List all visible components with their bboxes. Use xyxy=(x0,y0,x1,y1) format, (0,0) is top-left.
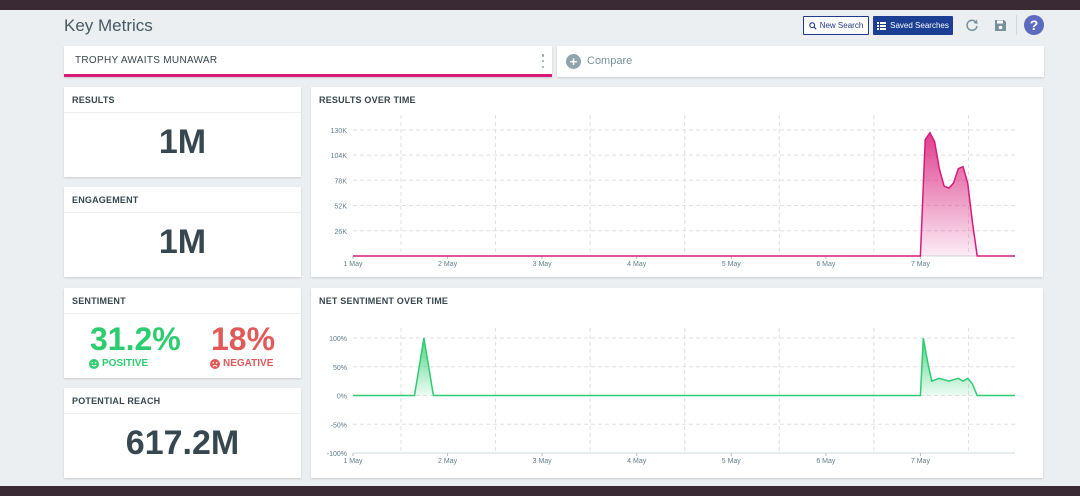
card-divider xyxy=(64,413,301,414)
x-tick-label: 5 May xyxy=(722,458,742,465)
list-icon xyxy=(877,21,887,30)
x-tick-label: 5 May xyxy=(722,261,742,268)
results-chart-title: RESULTS OVER TIME xyxy=(319,95,416,105)
positive-value: 31.2% xyxy=(90,321,181,357)
y-tick-label: -50% xyxy=(331,422,347,429)
series-line xyxy=(353,131,1015,257)
y-tick-label: 100% xyxy=(329,336,347,343)
x-tick-label: 4 May xyxy=(627,261,647,268)
net-sentiment-over-time-chart[interactable]: 100% 50% 0% -50% -100%1 May 2 May 3 May 4 May 5 … xyxy=(311,288,1043,478)
window-top-bar xyxy=(0,0,1080,10)
negative-label: NEGATIVE xyxy=(223,358,274,369)
x-tick-label: 6 May xyxy=(816,261,836,268)
engagement-value: 1M xyxy=(158,223,207,261)
window-bottom-bar xyxy=(0,486,1080,496)
negative-label-group: NEGATIVE xyxy=(210,358,273,369)
search-name: TROPHY AWAITS MUNAWAR xyxy=(75,55,218,66)
y-tick-label: 50% xyxy=(333,365,347,372)
sentiment-title: SENTIMENT xyxy=(72,296,126,306)
sentiment-chart-card: NET SENTIMENT OVER TIME 100% 50% 0% -50% -10… xyxy=(311,288,1043,478)
engagement-title: ENGAGEMENT xyxy=(72,195,139,205)
results-card: RESULTS 1M xyxy=(64,87,301,177)
series-area xyxy=(353,338,1015,396)
search-icon xyxy=(808,21,817,30)
card-divider xyxy=(64,112,301,113)
save-icon[interactable] xyxy=(992,17,1008,33)
negative-value: 18% xyxy=(211,321,276,357)
x-tick-label: 6 May xyxy=(816,458,836,465)
card-divider xyxy=(64,212,301,213)
results-chart-card: RESULTS OVER TIME 130K 104K 78K 52K 26K 1 May… xyxy=(311,87,1043,277)
series-area xyxy=(353,132,1015,256)
new-search-button[interactable]: New Search xyxy=(803,16,869,35)
compare-button[interactable]: + Compare xyxy=(557,46,1044,77)
y-tick-label: 130K xyxy=(331,128,348,135)
y-tick-label: 26K xyxy=(335,229,348,236)
sentiment-card: SENTIMENT 31.2% 18% POSITIVE NEGATIVE xyxy=(64,288,301,378)
results-value: 1M xyxy=(158,123,207,161)
y-tick-label: 0% xyxy=(337,394,347,401)
x-tick-label: 3 May xyxy=(533,261,553,268)
engagement-card: ENGAGEMENT 1M xyxy=(64,187,301,277)
x-tick-label: 1 May xyxy=(343,261,363,268)
x-tick-label: 2 May xyxy=(438,458,458,465)
search-tab[interactable]: TROPHY AWAITS MUNAWAR xyxy=(64,46,552,77)
x-tick-label: 4 May xyxy=(627,458,647,465)
x-tick-label: 1 May xyxy=(343,458,363,465)
new-search-label: New Search xyxy=(819,21,864,30)
saved-searches-label: Saved Searches xyxy=(890,21,949,30)
page-title: Key Metrics xyxy=(64,16,153,35)
results-over-time-chart[interactable]: 130K 104K 78K 52K 26K 1 May 2 May 3 May 4 May 5 M… xyxy=(311,87,1043,277)
more-options-icon[interactable] xyxy=(540,54,546,68)
reach-card: POTENTIAL REACH 617.2M xyxy=(64,388,301,478)
saved-searches-button[interactable]: Saved Searches xyxy=(873,16,953,35)
x-tick-label: 3 May xyxy=(533,458,553,465)
card-divider xyxy=(64,313,301,314)
frown-icon xyxy=(210,358,220,369)
compare-label: Compare xyxy=(587,55,633,67)
reach-title: POTENTIAL REACH xyxy=(72,396,161,406)
help-icon[interactable]: ? xyxy=(1024,15,1044,35)
positive-label-group: POSITIVE xyxy=(89,358,148,369)
y-tick-label: -100% xyxy=(327,451,347,458)
sentiment-chart-title: NET SENTIMENT OVER TIME xyxy=(319,296,449,306)
y-tick-label: 104K xyxy=(331,153,348,160)
positive-label: POSITIVE xyxy=(102,358,149,369)
x-tick-label: 7 May xyxy=(911,261,931,268)
reach-value: 617.2M xyxy=(125,424,240,462)
y-tick-label: 78K xyxy=(335,178,348,185)
results-title: RESULTS xyxy=(72,95,115,105)
toolbar-divider xyxy=(1016,15,1017,35)
series-line xyxy=(353,337,1015,397)
x-tick-label: 2 May xyxy=(438,261,458,268)
plus-icon: + xyxy=(566,54,581,69)
refresh-icon[interactable] xyxy=(964,17,980,33)
x-tick-label: 7 May xyxy=(911,458,931,465)
smile-icon xyxy=(89,358,99,369)
y-tick-label: 52K xyxy=(335,204,348,211)
